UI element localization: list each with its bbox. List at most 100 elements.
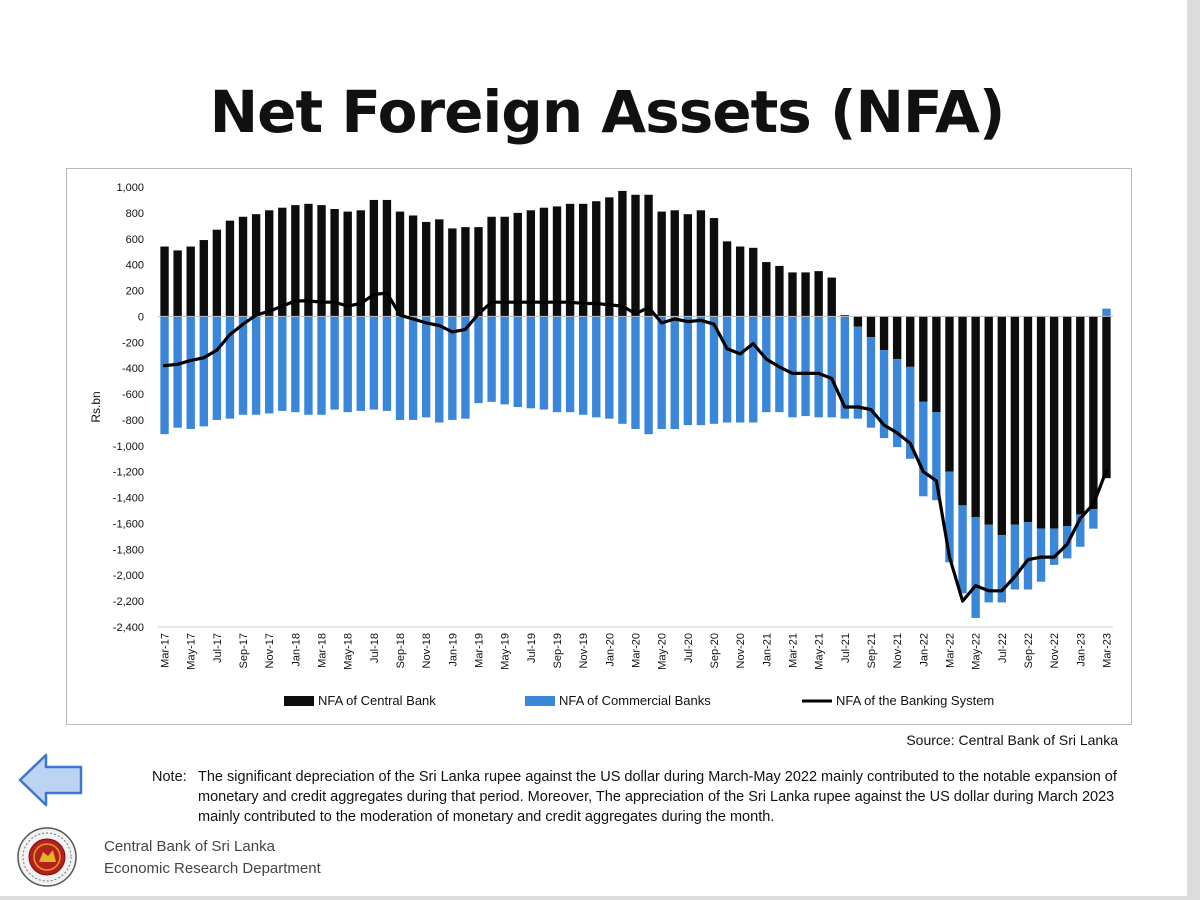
bar-central-bank [775,265,784,317]
bar-commercial-banks [173,316,182,428]
x-tick-label: May-19 [500,633,512,670]
x-tick-label: Nov-20 [735,633,747,668]
bar-central-bank [1089,316,1098,510]
line-banking-system [162,291,1109,603]
note-label: Note: [152,769,187,785]
x-tick-label: Sep-19 [552,633,564,668]
y-tick-label: -1,400 [113,493,144,505]
bar-central-bank [892,316,902,360]
x-tick-label: Sep-17 [238,633,250,668]
bar-commercial-banks [278,316,287,411]
org-name: Central Bank of Sri Lanka [104,838,275,855]
x-tick-label: May-17 [186,633,198,670]
bar-commercial-banks [356,316,365,411]
bar-commercial-banks [552,316,562,413]
bar-central-bank [278,207,287,317]
bar-central-bank [945,316,954,472]
y-tick-label: 600 [126,234,144,246]
note-text: The significant depreciation of the Sri … [198,769,1117,825]
bar-commercial-banks [1076,514,1085,547]
left-arrow-icon[interactable] [18,752,84,808]
y-tick-label: -1,600 [113,518,144,530]
slide-edge-right [1187,0,1200,900]
bar-commercial-banks [814,316,823,418]
bar-commercial-banks [644,316,653,435]
bar-commercial-banks [408,316,418,420]
bar-commercial-banks [330,316,339,410]
bar-central-bank [160,246,169,317]
bar-central-bank [722,241,732,317]
bar-central-bank [709,218,719,317]
organization-block: Central Bank of Sri Lanka Economic Resea… [104,836,321,880]
bar-commercial-banks [1010,524,1020,590]
bar-central-bank [408,215,418,317]
bar-commercial-banks [343,316,352,413]
bar-central-bank [1063,316,1072,527]
bar-central-bank [251,214,261,317]
bar-central-bank [879,316,889,351]
bar-central-bank [683,214,693,317]
x-tick-label: May-20 [657,633,669,670]
bar-commercial-banks [827,316,836,418]
x-tick-label: Jul-21 [840,633,852,663]
bar-central-bank [487,216,496,317]
legend-label: NFA of Central Bank [318,693,436,708]
x-tick-label: May-22 [971,633,983,670]
bar-central-bank [526,210,536,317]
x-tick-label: Jan-23 [1075,633,1087,667]
bar-commercial-banks [382,316,392,411]
x-tick-label: Jul-18 [369,633,381,663]
bar-commercial-banks [395,316,405,420]
bar-commercial-banks [866,337,876,428]
bar-central-bank [696,210,706,317]
x-tick-label: Nov-22 [1049,633,1061,668]
bar-central-bank [356,210,365,317]
bar-central-bank [1049,316,1059,529]
bar-commercial-banks [971,517,980,618]
bar-commercial-banks [945,471,954,563]
x-tick-label: Jan-19 [447,633,459,667]
bar-central-bank [840,315,850,317]
x-tick-label: Sep-21 [866,633,878,668]
y-tick-label: 1,000 [116,182,144,194]
x-tick-label: Nov-21 [892,633,904,668]
bar-central-bank [919,316,928,402]
bar-central-bank [932,316,941,413]
x-tick-label: Nov-18 [421,633,433,668]
bar-central-bank [827,277,836,317]
y-tick-label: -1,800 [113,544,144,556]
bar-commercial-banks [435,316,444,423]
bar-commercial-banks [722,316,732,423]
bar-central-bank [343,211,352,317]
y-tick-label: 0 [138,311,144,323]
bar-central-bank [395,211,405,317]
bar-central-bank [670,210,679,317]
bar-commercial-banks [238,316,248,415]
bar-central-bank [749,247,758,317]
bar-central-bank [212,229,222,317]
x-tick-label: Sep-18 [395,633,407,668]
x-tick-label: Jul-19 [526,633,538,663]
bar-commercial-banks [670,316,679,429]
bar-commercial-banks [461,316,470,419]
bar-commercial-banks [919,401,928,497]
bar-central-bank [997,316,1006,536]
bar-commercial-banks [853,326,863,419]
bar-commercial-banks [605,316,614,419]
bar-commercial-banks [1049,528,1059,565]
bar-central-bank [382,199,392,317]
page-title: Net Foreign Assets (NFA) [209,78,1006,146]
bar-commercial-banks [421,316,431,418]
bar-commercial-banks [696,316,706,426]
x-tick-label: Sep-22 [1023,633,1035,668]
legend-label: NFA of Commercial Banks [559,693,711,708]
note-block: Note: The significant depreciation of th… [152,767,1137,827]
x-tick-label: Nov-17 [264,633,276,668]
bar-commercial-banks [592,316,601,418]
source-note: Source: Central Bank of Sri Lanka [906,732,1118,748]
bar-commercial-banks [958,505,967,594]
bar-central-bank [461,227,470,317]
bar-central-bank [199,240,208,317]
bar-central-bank [238,216,248,317]
bar-central-bank [592,201,601,317]
